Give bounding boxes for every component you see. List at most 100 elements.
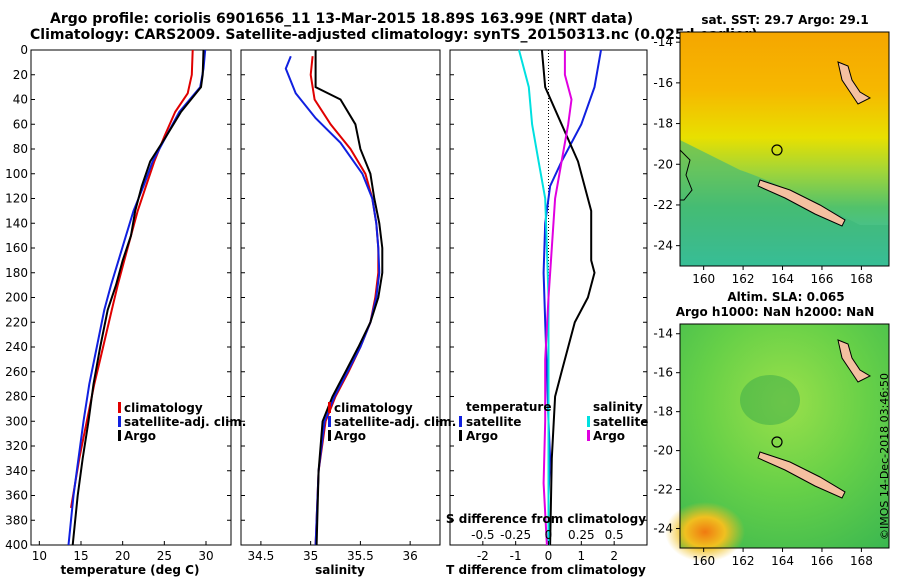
- depth-tick-label: 100: [5, 167, 28, 181]
- lat-tick-label: -18: [653, 405, 673, 419]
- x-tick-label: 25: [157, 549, 172, 563]
- temperature-legend: climatology satellite-adj. clim. Argo: [118, 401, 246, 443]
- lat-tick-label: -20: [653, 444, 673, 458]
- x-tick-label: 15: [73, 549, 88, 563]
- legend-title-salinity: salinity: [593, 400, 643, 414]
- sst-map-frame: [679, 31, 890, 267]
- legend-swatch-argo: [328, 430, 331, 441]
- legend-label-t-satellite: satellite: [466, 415, 521, 429]
- sla-map: Altim. SLA: 0.065 Argo h1000: NaN h2000:…: [653, 290, 890, 568]
- imos-stamp: ©IMOS 14-Dec-2018 03:46:50: [878, 373, 891, 540]
- lat-tick-label: -22: [653, 483, 673, 497]
- depth-tick-label: 220: [5, 315, 28, 329]
- depth-tick-label: 300: [5, 414, 28, 428]
- sst-map: sat. SST: 29.7 Argo: 29.1 -14 -16 -18 -20 -2…: [653, 13, 890, 286]
- depth-tick-label: 140: [5, 216, 28, 230]
- x-tick-label: 10: [32, 549, 47, 563]
- series-satellite-adj-clim-: [67, 49, 207, 546]
- depth-tick-label: 380: [5, 513, 28, 527]
- lat-tick-label: -14: [653, 35, 673, 49]
- s-difference-xlabel: S difference from climatology: [446, 512, 646, 526]
- depth-tick-label: 160: [5, 241, 28, 255]
- lon-tick-label: 164: [771, 554, 794, 568]
- lat-tick-label: -20: [653, 157, 673, 171]
- lon-tick-label: 162: [732, 554, 755, 568]
- legend-swatch-t-satellite: [459, 416, 462, 427]
- series-s-argo: [542, 50, 573, 546]
- depth-tick-label: 200: [5, 291, 28, 305]
- legend-swatch-climatology: [328, 402, 331, 413]
- salinity-panel: 34.5 35 35.5 36 salinity climatology satell…: [240, 49, 456, 577]
- title-line-1: Argo profile: coriolis 6901656_11 13-Mar…: [50, 11, 634, 27]
- legend-label-t-argo: Argo: [466, 429, 498, 443]
- legend-swatch-s-argo: [587, 430, 590, 441]
- x-tick-label: -1: [510, 549, 522, 563]
- x-tick-label-secondary: -0.25: [500, 528, 531, 542]
- salinity-xlabel: salinity: [315, 563, 365, 577]
- legend-label-climatology: climatology: [124, 401, 203, 415]
- temperature-panel: 10 15 20 25 30 0 20 40 60 80 100 120 140 160 180 200 22…: [5, 43, 246, 577]
- sst-map-title: sat. SST: 29.7 Argo: 29.1: [701, 13, 868, 27]
- difference-legend: temperature salinity satellite Argo sate…: [459, 400, 648, 443]
- lon-tick-label: 168: [850, 554, 873, 568]
- x-tick-label: -2: [477, 549, 489, 563]
- lon-tick-label: 168: [850, 272, 873, 286]
- legend-title-temperature: temperature: [466, 400, 551, 414]
- depth-tick-label: 0: [20, 43, 28, 57]
- x-tick-label-secondary: 0: [545, 528, 553, 542]
- legend-swatch-satellite: [118, 416, 121, 427]
- depth-tick-label: 180: [5, 266, 28, 280]
- x-tick-label: 35: [303, 549, 318, 563]
- depth-tick-label: 400: [5, 538, 28, 552]
- legend-label-climatology: climatology: [334, 401, 413, 415]
- series-t-argo: [540, 49, 596, 546]
- title-line-2: Climatology: CARS2009. Satellite-adjuste…: [30, 27, 758, 43]
- t-difference-xlabel: T difference from climatology: [446, 563, 646, 577]
- legend-label-satellite: satellite-adj. clim.: [334, 415, 456, 429]
- difference-panel: -2 -1 0 1 2 -0.5 -0.25 0 0.25 0.5 S difference f…: [446, 49, 648, 577]
- series-s-satellite: [518, 49, 550, 545]
- depth-tick-label: 280: [5, 390, 28, 404]
- depth-tick-label: 320: [5, 439, 28, 453]
- legend-label-argo: Argo: [334, 429, 366, 443]
- series-climatology: [309, 56, 380, 546]
- lon-tick-label: 162: [732, 272, 755, 286]
- lat-tick-label: -14: [653, 327, 673, 341]
- vanuatu-islands: [837, 61, 872, 105]
- sst-cool-water: [680, 140, 889, 266]
- vanuatu-islands: [837, 339, 872, 383]
- legend-label-argo: Argo: [124, 429, 156, 443]
- lat-tick-label: -22: [653, 198, 673, 212]
- sla-high-anomaly: [665, 502, 745, 562]
- depth-tick-label: 120: [5, 192, 28, 206]
- lat-tick-label: -24: [653, 239, 673, 253]
- argo-location-marker: [771, 436, 783, 448]
- x-tick-label: 1: [578, 549, 586, 563]
- depth-tick-label: 20: [13, 68, 28, 82]
- sla-map-title-1: Altim. SLA: 0.065: [727, 290, 844, 304]
- series-climatology: [70, 49, 194, 509]
- legend-swatch-argo: [118, 430, 121, 441]
- x-tick-label: 20: [115, 549, 130, 563]
- x-tick-label: 35.5: [347, 549, 374, 563]
- lat-tick-label: -18: [653, 117, 673, 131]
- lat-tick-label: -24: [653, 522, 673, 536]
- legend-swatch-climatology: [118, 402, 121, 413]
- sla-map-frame: [679, 323, 890, 549]
- argo-location-marker: [771, 144, 783, 156]
- series-argo: [314, 50, 384, 546]
- legend-swatch-s-satellite: [587, 416, 590, 427]
- salinity-legend: climatology satellite-adj. clim. Argo: [328, 401, 456, 443]
- new-caledonia-landmass: [757, 451, 846, 499]
- depth-tick-label: 240: [5, 340, 28, 354]
- legend-swatch-t-argo: [459, 430, 462, 441]
- series-argo: [71, 49, 205, 546]
- x-tick-label: 30: [198, 549, 213, 563]
- temperature-axes: [30, 49, 232, 546]
- depth-tick-label: 340: [5, 464, 28, 478]
- lat-tick-label: -16: [653, 76, 673, 90]
- legend-label-satellite: satellite-adj. clim.: [124, 415, 246, 429]
- x-tick-label: 2: [610, 549, 618, 563]
- salinity-axes: [240, 49, 441, 546]
